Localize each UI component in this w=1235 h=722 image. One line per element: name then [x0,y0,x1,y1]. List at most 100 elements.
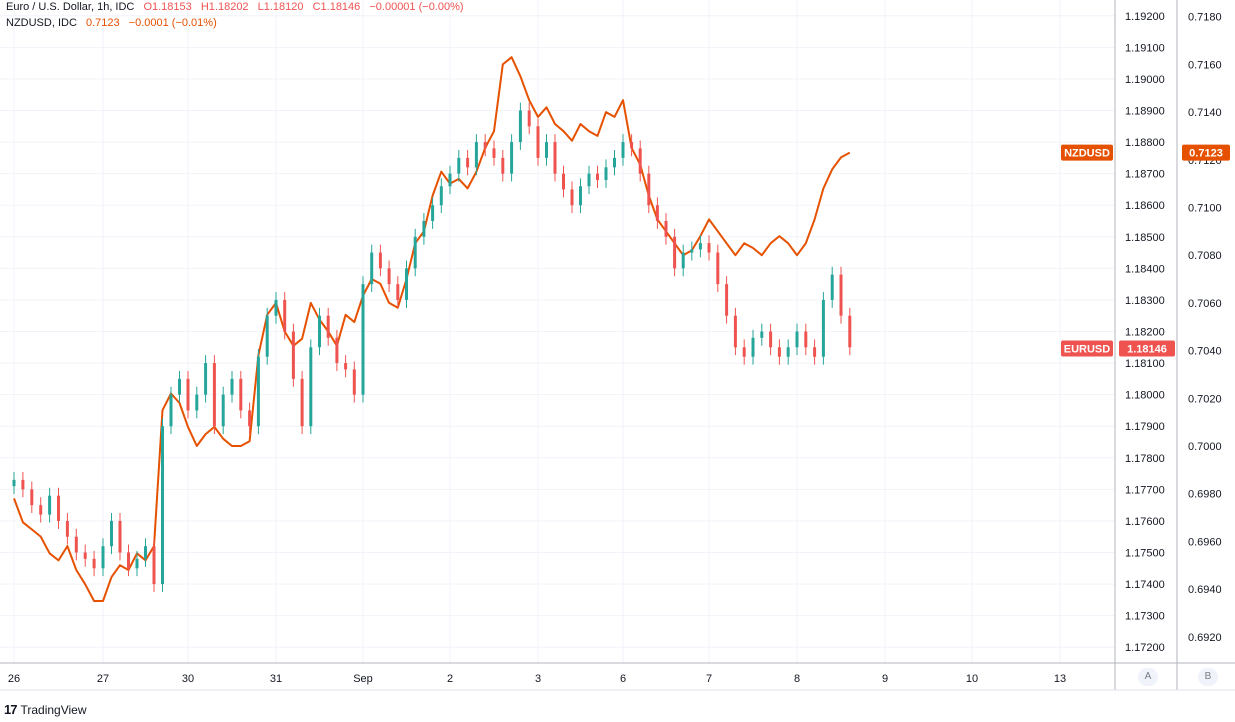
eurusd-candle-body [256,356,260,427]
eurusd-legend-title: Euro / U.S. Dollar, 1h, IDC [6,1,135,13]
time-tick-label: 26 [8,673,20,685]
eurusd-candle-body [760,331,764,338]
eurusd-candle-body [186,378,190,411]
eurusd-candle-body [300,378,304,427]
eurusd-axis-tick: 1.17900 [1125,421,1165,433]
tradingview-logo[interactable]: 17 TradingView [4,702,87,717]
eurusd-change: −0.00001 (−0.00%) [369,1,464,13]
eurusd-candle-body [527,110,531,127]
eurusd-candle-body [621,142,625,158]
eurusd-candle-body [562,173,565,190]
eurusd-candle-body [144,546,147,559]
eurusd-candle-body [335,337,339,364]
nzdusd-axis-tick: 0.7140 [1188,107,1222,119]
eurusd-candle-body [110,520,113,547]
eurusd-candle-body [492,148,496,158]
price-labels: NZDUSD 0.7123 EURUSD 1.18146 [1061,144,1230,357]
eurusd-candle-body [587,173,591,187]
eurusd-axis-tick: 1.18200 [1125,327,1165,339]
nzdusd-axis-tick: 0.7080 [1188,250,1222,262]
eurusd-candle-body [777,347,781,357]
eurusd-candle-body [501,157,505,174]
nzdusd-legend[interactable]: NZDUSD, IDC 0.7123 −0.0001 (−0.01%) [6,17,223,29]
time-tick-label: 27 [97,673,109,685]
nzdusd-series-tag [1061,144,1113,161]
time-tick-label: 9 [882,673,888,685]
eurusd-candle-body [716,252,720,285]
eurusd-candle-body [457,157,461,174]
eurusd-candle-body [536,126,540,158]
axis-auto-button-b[interactable]: B [1198,668,1218,686]
eurusd-candle-body [664,221,668,237]
time-tick-label: 10 [966,673,978,685]
eurusd-candle-body [483,142,487,149]
nzdusd-axis-tick: 0.6940 [1188,584,1222,596]
eurusd-candle-body [326,315,330,338]
eurusd-candle-body [821,299,825,357]
eurusd-candle-body [553,142,557,174]
eurusd-axis-tick: 1.17800 [1125,453,1165,465]
eurusd-candle-body [387,268,391,285]
eurusd-axis-tick: 1.19200 [1125,11,1165,23]
eurusd-candle-body [786,347,790,357]
nzdusd-axis-tick: 0.7100 [1188,202,1222,214]
eurusd-candle-body [274,299,278,316]
eurusd-candles [12,102,852,592]
eurusd-candle-body [265,315,269,357]
right-price-axis[interactable]: 1.19200 1.19100 1.19000 1.18900 1.18800 1.187… [1114,0,1222,690]
eurusd-candle-body [613,157,616,168]
eurusd-candle-body [604,167,608,180]
eurusd-candle-body [545,142,548,158]
eurusd-axis-tick: 1.18700 [1125,169,1165,181]
axis-auto-button-a[interactable]: A [1138,668,1158,686]
eurusd-candle-body [344,363,348,370]
time-tick-label: 3 [535,673,541,685]
eurusd-axis-tick: 1.17600 [1125,516,1165,528]
eurusd-candle-body [169,394,173,427]
eurusd-candle-body [309,347,313,427]
time-tick-label: 6 [620,673,626,685]
nzdusd-axis-tick: 0.7180 [1188,12,1222,24]
eurusd-candle-body [370,252,374,285]
nzdusd-price: 0.7123 [85,17,120,29]
eurusd-candle-body [74,536,78,553]
eurusd-candle-body [848,315,852,348]
eurusd-candle-body [725,284,729,316]
eurusd-candle-body [839,274,843,316]
time-tick-label: 2 [447,673,453,685]
time-tick-label: Sep [353,673,373,685]
eurusd-candle-body [769,331,773,348]
eurusd-candle-body [579,186,582,206]
eurusd-candle-body [12,479,16,487]
eurusd-candle-body [65,520,69,537]
eurusd-candle-body [178,378,181,395]
eurusd-candle-body [474,142,478,168]
nzdusd-axis-tick: 0.7160 [1188,59,1222,71]
nzdusd-axis-tick: 0.6980 [1188,489,1222,501]
eurusd-candle-body [630,142,634,149]
eurusd-axis-tick: 1.17700 [1125,484,1165,496]
eurusd-high: H1.18202 [200,1,249,13]
eurusd-candle-body [751,337,755,357]
eurusd-candle-body [795,331,799,348]
time-axis[interactable]: 26 27 30 31 Sep 2 3 6 7 8 9 10 13 [0,662,1235,691]
eurusd-candle-body [742,347,746,357]
eurusd-candle-body [248,410,252,427]
time-tick-label: 31 [270,673,282,685]
eurusd-axis-tick: 1.18100 [1125,358,1165,370]
eurusd-candle-body [230,378,234,395]
eurusd-legend[interactable]: Euro / U.S. Dollar, 1h, IDC O1.18153 H1.… [6,1,470,13]
eurusd-candle-body [221,394,225,427]
eurusd-candle-body [518,110,522,143]
eurusd-candle-body [212,363,216,427]
eurusd-candle-body [638,148,642,174]
eurusd-axis-tick: 1.18400 [1125,263,1165,275]
eurusd-candle-body [510,142,514,174]
eurusd-candle-body [396,284,400,300]
eurusd-candle-body [30,489,34,506]
eurusd-candle-body [352,369,356,395]
eurusd-candle-body [283,299,287,332]
time-tick-label: 8 [794,673,800,685]
nzdusd-series-line [13,56,851,602]
